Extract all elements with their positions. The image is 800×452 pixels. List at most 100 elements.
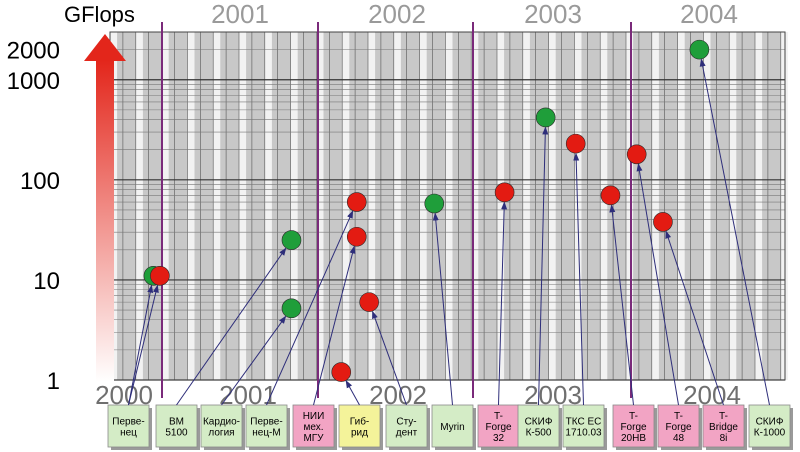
system-box-rect: [107, 404, 150, 448]
system-box-rect: [657, 404, 700, 448]
system-arrow: [432, 212, 453, 406]
y-tick-label: 100: [20, 168, 60, 195]
y-tick-label: 10: [33, 268, 60, 295]
system-box-label: СКИФ: [525, 417, 553, 428]
system-box: Перве-нец: [107, 404, 152, 450]
system-box-label: Перве-: [250, 417, 282, 428]
system-box-label: нец-М: [252, 428, 280, 439]
grid-lines: [109, 31, 788, 381]
red-data-point: [346, 192, 367, 212]
system-box-label: Myrin: [440, 422, 464, 433]
y-axis-ticks: 1 10 100 1000 2000: [7, 38, 60, 395]
system-box-rect: [612, 404, 655, 448]
system-arrow: [372, 310, 407, 406]
system-box-rect: [702, 404, 745, 448]
red-data-point: [626, 144, 647, 165]
y-tick-label: 1: [47, 368, 60, 395]
system-box-label: НИИ: [303, 411, 325, 422]
system-box-label: T-: [719, 411, 728, 422]
system-arrow: [699, 58, 770, 406]
system-boxes: Перве-нецBM5100Кардио-логияПерве-нец-МНИ…: [107, 404, 793, 450]
system-box-label: Сту-: [396, 417, 416, 428]
green-data-point: [281, 230, 302, 250]
green-data-point: [535, 107, 556, 128]
system-arrow: [636, 163, 679, 406]
system-box-label: К-500: [526, 428, 552, 439]
system-box-label: 5100: [165, 428, 188, 439]
red-data-point: [150, 265, 170, 286]
system-arrows: [128, 58, 770, 406]
system-arrow: [609, 204, 634, 406]
top-year-label: 2004: [680, 0, 738, 29]
system-arrow: [221, 315, 287, 406]
system-box-label: 8i: [720, 433, 728, 444]
system-arrow: [128, 284, 154, 406]
system-box-label: мех.: [304, 422, 324, 433]
system-box-label: дент: [396, 428, 418, 439]
system-box-label: 48: [673, 433, 685, 444]
system-box-label: логия: [208, 428, 234, 439]
system-box-label: BM: [169, 417, 184, 428]
system-arrow: [266, 210, 354, 406]
green-data-point: [689, 39, 710, 60]
system-box-label: Перве-: [112, 417, 144, 428]
system-box-label: Forge: [665, 422, 692, 433]
system-arrow: [538, 126, 549, 406]
red-data-point: [600, 185, 621, 206]
system-box-label: 20HB: [621, 433, 646, 444]
y-axis-arrow: [84, 34, 126, 382]
system-box-label: 1710.03: [565, 428, 602, 439]
system-box-label: нец: [120, 428, 137, 439]
system-arrow: [313, 245, 356, 406]
system-box-label: T-: [494, 411, 503, 422]
green-data-point: [424, 193, 445, 214]
system-box-label: Гиб-: [350, 416, 370, 428]
system-box-label: T-: [674, 411, 683, 422]
system-box-rect: [292, 404, 335, 448]
green-data-point: [281, 298, 302, 319]
system-box-label: Forge: [485, 422, 512, 433]
system-box-label: МГУ: [303, 433, 324, 444]
system-box-label: Forge: [620, 422, 647, 433]
red-data-point: [653, 212, 673, 232]
system-box-rect: [431, 404, 474, 448]
system-box-label: Bridge: [709, 422, 738, 433]
system-arrow: [176, 247, 287, 406]
red-data-point: [346, 226, 367, 247]
year-dividers: [161, 22, 632, 398]
system-box-label: 32: [493, 433, 505, 444]
system-box-rect: [385, 404, 428, 448]
system-arrow: [665, 230, 724, 406]
system-arrow: [573, 152, 584, 406]
top-year-label: 2003: [524, 0, 582, 29]
system-box-label: рид: [351, 428, 368, 439]
system-box: Сту-дент: [385, 404, 430, 450]
y-tick-label: 2000: [7, 38, 60, 65]
top-year-labels: 2001 2002 2003 2004: [211, 0, 738, 29]
system-box-label: К-1000: [754, 428, 786, 439]
top-year-label: 2001: [211, 0, 269, 29]
system-arrow: [498, 201, 508, 406]
system-box: Гиб-рид: [338, 404, 383, 450]
system-box: Перве-нец-М: [245, 404, 290, 450]
system-box-rect: [338, 404, 381, 448]
system-box-label: Кардио-: [203, 417, 240, 428]
system-box-label: ТКС ЕС: [566, 417, 602, 428]
data-points: [143, 39, 710, 382]
red-data-point: [331, 362, 352, 382]
red-data-point: [494, 182, 515, 203]
y-tick-label: 1000: [7, 68, 60, 95]
red-data-point: [359, 292, 379, 312]
y-axis-title: GFlops: [64, 2, 135, 27]
system-arrow: [128, 284, 159, 406]
top-year-label: 2002: [368, 0, 426, 29]
